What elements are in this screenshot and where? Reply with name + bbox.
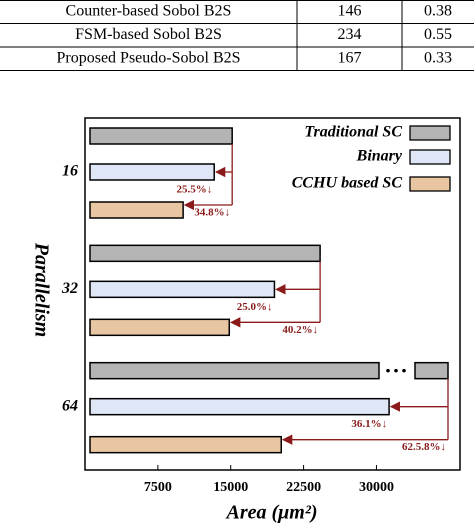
table-cell: 0.55 <box>424 26 452 43</box>
annotation: 25.0%↓ <box>237 301 273 313</box>
annotation: 25.5%↓ <box>176 184 212 196</box>
x-tick-label: 22500 <box>286 480 321 495</box>
legend-swatch <box>409 125 451 141</box>
legend-label: Binary <box>356 148 403 165</box>
y-tick-label: 32 <box>61 280 78 297</box>
break-dot <box>386 368 390 373</box>
bar <box>89 280 276 299</box>
bar <box>89 244 321 263</box>
table-cell: 234 <box>338 26 362 43</box>
break-dot <box>394 368 398 373</box>
bar <box>89 201 184 219</box>
bar <box>89 163 215 181</box>
table-cell: Counter-based Sobol B2S <box>66 3 232 20</box>
x-tick-label: 7500 <box>144 480 172 495</box>
break-dot <box>402 368 406 373</box>
bar <box>89 361 380 380</box>
bar <box>89 435 282 454</box>
table-cell: FSM-based Sobol B2S <box>75 26 222 43</box>
x-axis-label: Area (μm²) <box>225 502 318 524</box>
bar-broken-part <box>414 361 449 380</box>
bar <box>89 318 231 337</box>
table-cell: 0.33 <box>424 50 452 67</box>
table-cell: Proposed Pseudo-Sobol B2S <box>56 50 240 67</box>
bar <box>89 397 390 416</box>
x-tick-label: 15000 <box>213 480 248 495</box>
table-cell: 146 <box>338 3 362 20</box>
annotation: 34.8%↓ <box>194 207 230 219</box>
table-cell: 167 <box>338 50 362 67</box>
legend-label: Traditional SC <box>304 124 402 141</box>
y-axis-label: Parallelism <box>30 242 52 337</box>
table-cell: 0.38 <box>424 3 452 20</box>
annotation: 40.2%↓ <box>282 324 318 336</box>
x-tick-label: 30000 <box>359 480 394 495</box>
bar <box>89 127 233 145</box>
y-tick-label: 64 <box>62 397 78 414</box>
annotation: 62.5.8%↓ <box>402 441 446 453</box>
annotation: 36.1%↓ <box>351 418 387 430</box>
legend-swatch <box>409 176 451 192</box>
legend-swatch <box>409 149 451 165</box>
legend-label: CCHU based SC <box>292 175 403 192</box>
y-tick-label: 16 <box>62 163 78 180</box>
plot-frame <box>84 117 461 471</box>
